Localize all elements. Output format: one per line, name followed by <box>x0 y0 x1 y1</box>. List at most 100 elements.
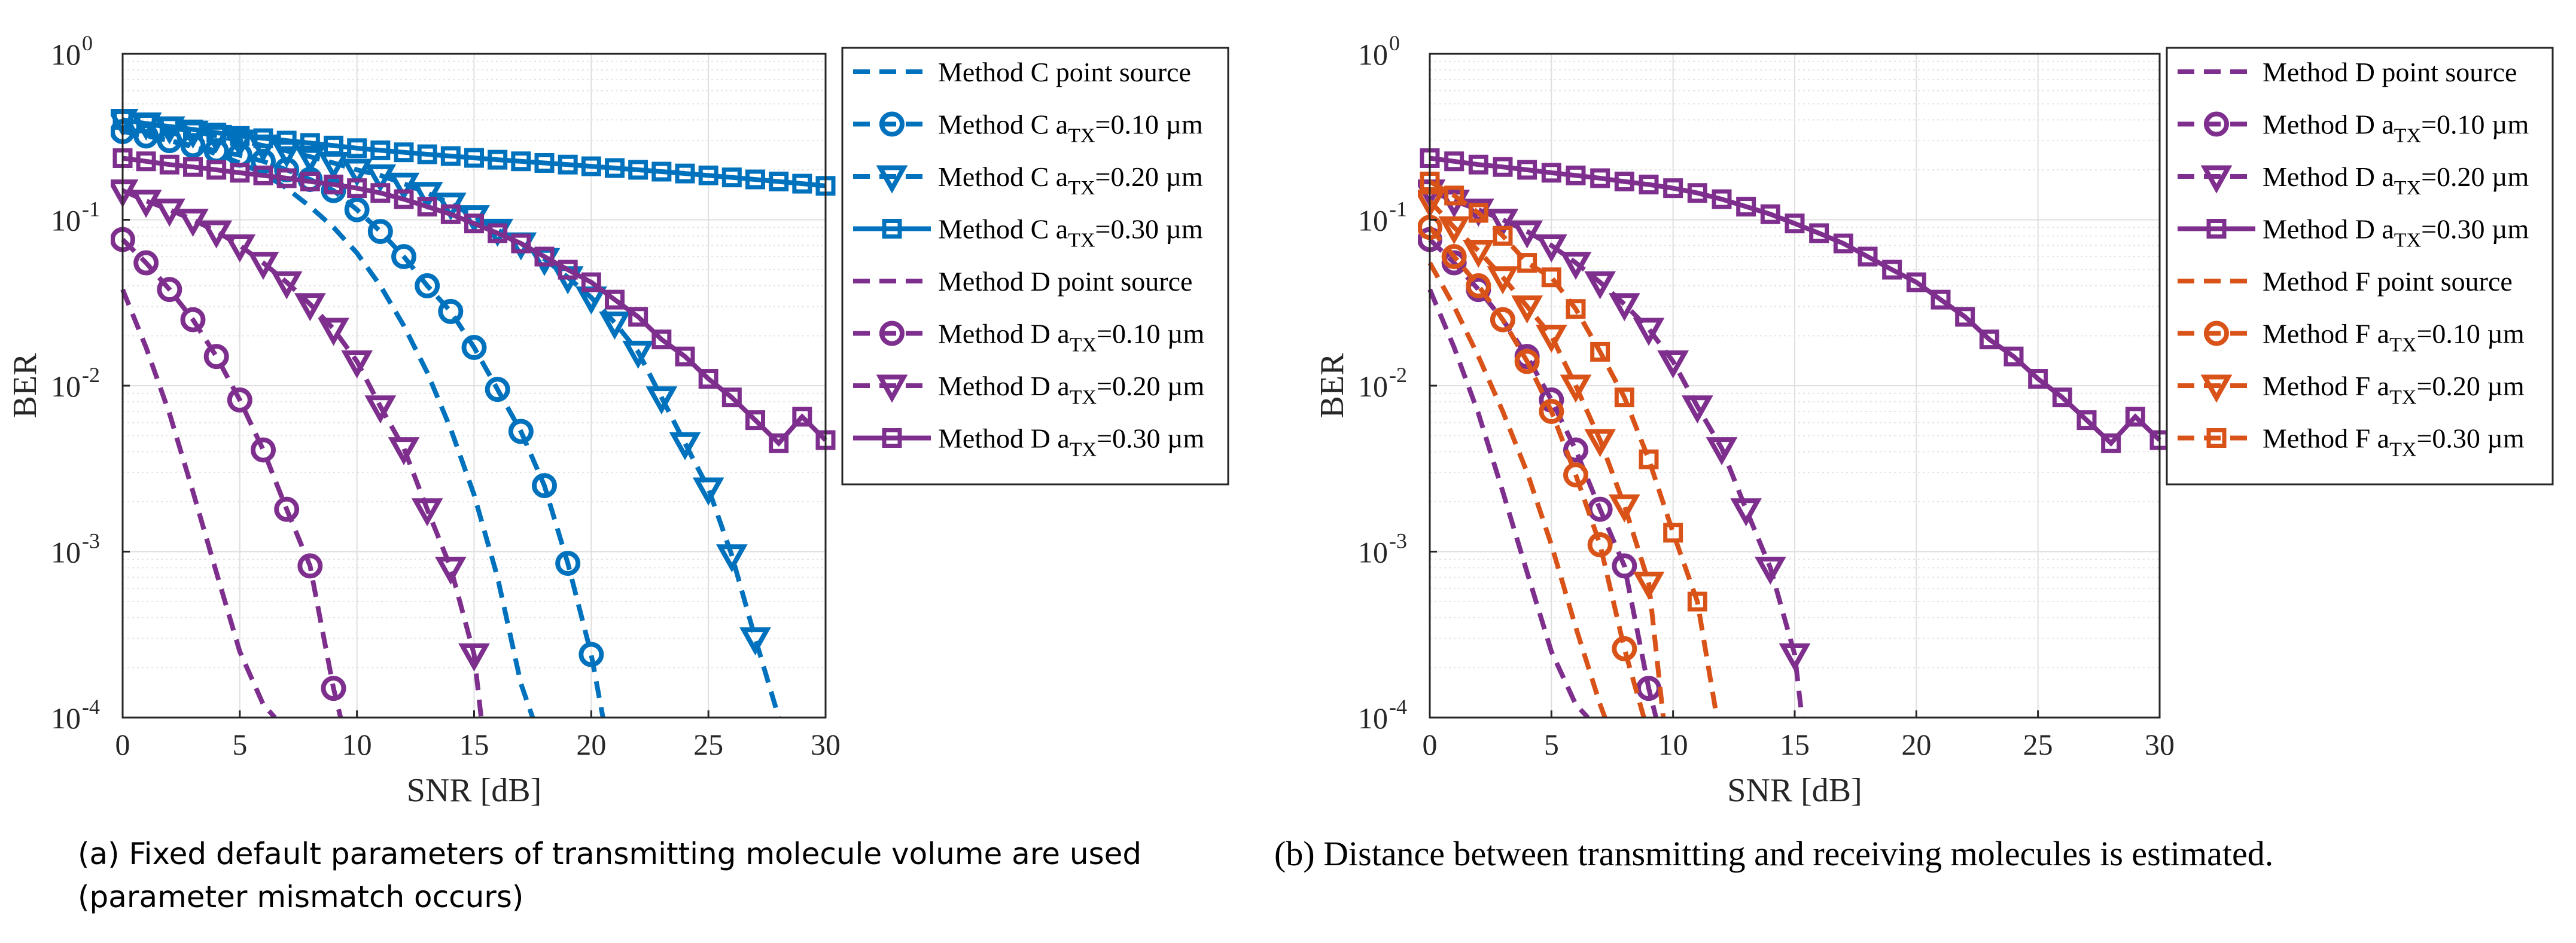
triangle-marker <box>1633 318 1665 346</box>
square-marker <box>136 114 156 134</box>
triangle-marker <box>1608 293 1640 322</box>
triangle-marker <box>341 158 373 187</box>
legend-item: Method C aTX=0.10 µm <box>853 109 1203 147</box>
square-marker <box>792 173 812 194</box>
x-tick-label: 15 <box>1780 728 1810 761</box>
legend-a: Method C point source Method C aTX=0.10 µ… <box>841 47 1229 486</box>
y-tick-exponent: -3 <box>1389 529 1407 553</box>
legend-label: Method F point source <box>2263 266 2513 297</box>
square-marker <box>675 163 695 184</box>
circle-marker <box>1612 553 1637 579</box>
y-tick-exponent: -1 <box>82 197 100 221</box>
circle-marker <box>1466 273 1491 298</box>
square-marker <box>1785 213 1805 234</box>
legend-label: Method C aTX=0.10 µm <box>938 109 1203 147</box>
square-marker <box>300 133 320 153</box>
triangle-marker <box>1438 216 1470 245</box>
triangle-marker <box>130 190 162 218</box>
legend-label: Method C point source <box>938 57 1191 87</box>
legend-label: Method D aTX=0.10 µm <box>2263 109 2529 147</box>
square-marker <box>1541 267 1561 288</box>
legend-label: Method D aTX=0.10 µm <box>938 319 1205 356</box>
legend-label: Method C aTX=0.20 µm <box>938 161 1203 199</box>
series-line <box>1427 225 1646 718</box>
square-marker <box>2125 407 2145 427</box>
circle-marker <box>133 250 159 276</box>
legend-item: Method F aTX=0.20 µm <box>2178 371 2525 408</box>
square-marker <box>1906 272 1926 292</box>
caption-a: (a) Fixed default parameters of transmit… <box>78 837 1142 914</box>
x-axis-label: SNR [dB] <box>1727 772 1862 809</box>
x-tick-label: 20 <box>1901 728 1931 761</box>
square-marker <box>2028 369 2048 389</box>
y-tick-label: 10 <box>51 370 81 403</box>
caption-b: (b) Distance between transmitting and re… <box>1274 834 2274 873</box>
triangle-marker <box>876 165 908 194</box>
square-marker <box>1687 591 1707 612</box>
square-marker <box>558 260 578 280</box>
x-tick-label: 0 <box>115 728 130 761</box>
legend-label: Method D aTX=0.30 µm <box>2263 214 2529 252</box>
grid-b <box>1429 53 2160 718</box>
legend-item: Method C aTX=0.30 µm <box>853 214 1203 252</box>
square-marker <box>1493 157 1513 177</box>
square-marker <box>206 160 227 180</box>
square-marker <box>276 168 297 188</box>
circle-marker <box>251 148 276 174</box>
circle-marker <box>391 244 416 270</box>
series-line <box>1427 288 1590 718</box>
square-marker <box>1931 289 1951 310</box>
square-marker <box>324 175 343 195</box>
square-marker <box>2076 410 2097 431</box>
square-marker <box>1639 175 1659 195</box>
square-marker <box>1979 329 1999 350</box>
square-marker <box>745 169 765 190</box>
legend-item: Method D aTX=0.10 µm <box>2178 109 2529 147</box>
square-marker <box>206 123 227 143</box>
triangle-marker <box>224 234 256 263</box>
y-tick-label: 10 <box>1358 536 1388 569</box>
square-marker <box>1444 151 1464 172</box>
square-marker <box>464 148 484 168</box>
triangle-marker <box>318 318 349 346</box>
triangle-marker <box>1584 429 1616 457</box>
triangle-marker <box>2200 374 2233 403</box>
triangle-marker <box>1535 325 1567 353</box>
legend-item: Method F aTX=0.10 µm <box>2178 319 2525 356</box>
circle-marker <box>555 551 581 576</box>
square-marker <box>882 219 902 239</box>
circle-marker <box>508 419 534 444</box>
circle-marker <box>2204 111 2229 137</box>
x-tick-label: 30 <box>2145 728 2175 761</box>
legend-item: Method D aTX=0.30 µm <box>2178 214 2529 252</box>
triangle-marker <box>294 145 326 174</box>
circle-marker <box>274 496 300 522</box>
circle-marker <box>321 676 346 701</box>
square-marker <box>1833 233 1853 254</box>
square-marker <box>253 128 273 148</box>
square-marker <box>1566 299 1586 319</box>
legend-label: Method F aTX=0.30 µm <box>2263 423 2525 461</box>
series-line <box>121 125 535 718</box>
square-marker <box>440 204 461 224</box>
square-marker <box>511 233 531 254</box>
triangle-marker <box>247 252 279 280</box>
x-tick-label: 5 <box>232 728 247 761</box>
circle-marker <box>415 273 440 298</box>
square-marker <box>183 157 203 177</box>
square-marker <box>1687 183 1707 203</box>
series-b-0 <box>1427 288 1590 718</box>
circle-marker <box>251 437 276 463</box>
square-marker <box>1468 154 1488 175</box>
square-marker <box>230 126 250 146</box>
square-marker <box>1517 160 1537 180</box>
triangle-marker <box>2200 165 2233 194</box>
triangle-marker <box>1657 350 1689 379</box>
y-tick-label: 10 <box>1358 38 1388 71</box>
series-line <box>120 288 277 718</box>
legend-item: Method D point source <box>853 266 1192 297</box>
series-b-7 <box>1420 172 1719 718</box>
circle-marker <box>203 344 229 370</box>
